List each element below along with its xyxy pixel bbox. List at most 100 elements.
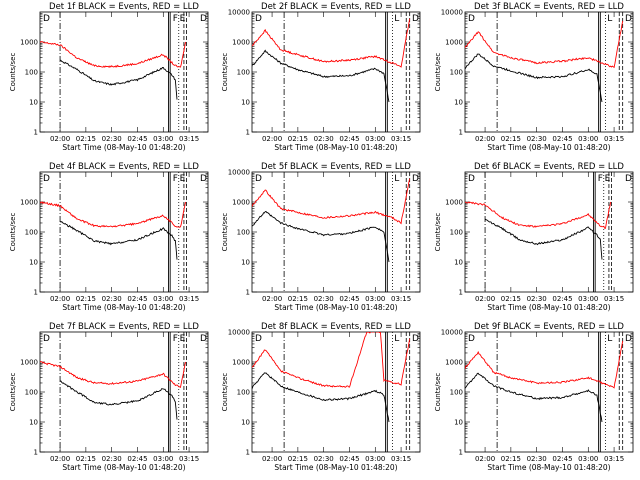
x-axis-label: Start Time (08-May-10 01:48:20): [487, 143, 610, 152]
plot-frame: [39, 171, 209, 293]
flag-letter: F: [173, 334, 178, 344]
x-tick-label: 02:45: [339, 295, 359, 303]
chart-panel-6: Det 6f BLACK = Events, RED = LLD 1 10 100 10…: [434, 162, 634, 312]
flag-letter: E: [180, 14, 186, 24]
flag-letter: F: [598, 174, 603, 184]
y-tick-label: 1: [459, 449, 463, 457]
chart-panel-3: Det 3f BLACK = Events, RED = LLD 1 10 100 10…: [434, 2, 634, 152]
x-tick-label: 03:00: [153, 135, 173, 143]
event-markers: [59, 12, 187, 132]
x-tick-label: 02:15: [76, 295, 96, 303]
series-line-events: [252, 372, 390, 423]
x-tick-label: 02:00: [475, 455, 495, 463]
flag-letter: D: [468, 174, 475, 184]
y-tick-label: 10: [241, 419, 250, 427]
y-tick-label: 100: [25, 229, 38, 237]
y-tick-label: 10: [29, 259, 38, 267]
chart-title: Det 6f BLACK = Events, RED = LLD: [474, 162, 624, 172]
y-tick-label: 10000: [441, 9, 463, 17]
y-tick-label: 10: [241, 99, 250, 107]
y-tick-label: 10: [454, 99, 463, 107]
x-tick-label: 02:30: [102, 455, 122, 463]
event-markers: [283, 12, 411, 132]
x-tick-label: 03:15: [391, 135, 411, 143]
flag-letter: E: [605, 174, 611, 184]
x-tick-label: 02:15: [288, 455, 308, 463]
y-tick-label: 1: [246, 449, 250, 457]
y-tick-label: 100: [237, 389, 250, 397]
x-tick-label: 02:15: [288, 135, 308, 143]
y-tick-label: 1000: [445, 359, 463, 367]
flag-letter: D: [255, 174, 262, 184]
x-tick-label: 02:00: [50, 135, 70, 143]
chart-title: Det 9f BLACK = Events, RED = LLD: [474, 322, 624, 332]
flag-letter: L: [607, 334, 612, 344]
x-axis-label: Start Time (08-May-10 01:48:20): [487, 463, 610, 472]
x-tick-label: 02:00: [50, 295, 70, 303]
flag-letter: D: [412, 14, 419, 24]
flag-letter: D: [43, 14, 50, 24]
series-line-lld: [252, 18, 411, 68]
x-axis-label: Start Time (08-May-10 01:48:20): [274, 303, 397, 312]
y-tick-label: 100: [450, 389, 463, 397]
chart-panel-8: Det 8f BLACK = Events, RED = LLD 1 10 100 10…: [221, 322, 421, 472]
x-tick-label: 03:00: [153, 295, 173, 303]
chart-panel-2: Det 2f BLACK = Events, RED = LLD 1 10 100 10…: [221, 2, 421, 152]
flag-letter: E: [180, 174, 186, 184]
y-axis-label: Counts/sec: [221, 373, 229, 412]
x-tick-label: 02:45: [552, 295, 572, 303]
x-axis-label: Start Time (08-May-10 01:48:20): [62, 303, 185, 312]
series-line-events: [59, 220, 178, 260]
flag-letter: F: [173, 174, 178, 184]
y-tick-label: 1000: [445, 199, 463, 207]
plot-frame: [464, 331, 634, 453]
y-tick-label: 100: [25, 69, 38, 77]
series-line-lld: [465, 201, 612, 229]
series-line-events: [60, 380, 178, 420]
plot-frame: [464, 11, 634, 133]
chart-title: Det 3f BLACK = Events, RED = LLD: [474, 2, 624, 12]
y-tick-label: 1: [34, 289, 38, 297]
series-line-events: [465, 372, 603, 423]
series-line-lld: [252, 178, 411, 225]
flag-letter: D: [200, 14, 207, 24]
series-line-lld: [40, 41, 187, 69]
x-tick-label: 02:45: [127, 455, 147, 463]
y-tick-label: 1: [459, 129, 463, 137]
flag-letter: D: [43, 174, 50, 184]
plot-frame: [251, 11, 421, 133]
event-markers: [283, 172, 411, 292]
series-line-lld: [465, 340, 624, 389]
y-tick-label: 1: [459, 289, 463, 297]
y-tick-label: 1000: [232, 199, 250, 207]
y-tick-label: 100: [237, 229, 250, 237]
flag-letter: D: [412, 174, 419, 184]
flag-letter: D: [625, 14, 632, 24]
x-tick-label: 02:45: [552, 135, 572, 143]
y-tick-label: 100: [450, 69, 463, 77]
flag-letter: D: [625, 334, 632, 344]
x-tick-label: 02:45: [127, 295, 147, 303]
y-tick-label: 1: [34, 129, 38, 137]
chart-panel-5: Det 5f BLACK = Events, RED = LLD 1 10 100 10…: [221, 162, 421, 312]
series-line-events: [60, 59, 178, 100]
event-markers: [496, 332, 624, 452]
x-axis-label: Start Time (08-May-10 01:48:20): [62, 463, 185, 472]
x-tick-label: 02:45: [127, 135, 147, 143]
x-tick-label: 03:15: [391, 295, 411, 303]
plot-frame: [39, 11, 209, 133]
flag-letter: L: [394, 14, 399, 24]
x-tick-label: 02:45: [339, 135, 359, 143]
event-markers: [484, 172, 612, 292]
flag-letter: L: [607, 14, 612, 24]
plot-frame: [251, 171, 421, 293]
y-tick-label: 10: [454, 259, 463, 267]
y-axis-label: Counts/sec: [221, 213, 229, 252]
y-tick-label: 10: [29, 419, 38, 427]
flag-letter: L: [394, 174, 399, 184]
x-tick-label: 03:00: [578, 135, 598, 143]
x-tick-label: 02:45: [552, 455, 572, 463]
x-tick-label: 02:30: [314, 455, 334, 463]
x-tick-label: 03:15: [179, 135, 199, 143]
